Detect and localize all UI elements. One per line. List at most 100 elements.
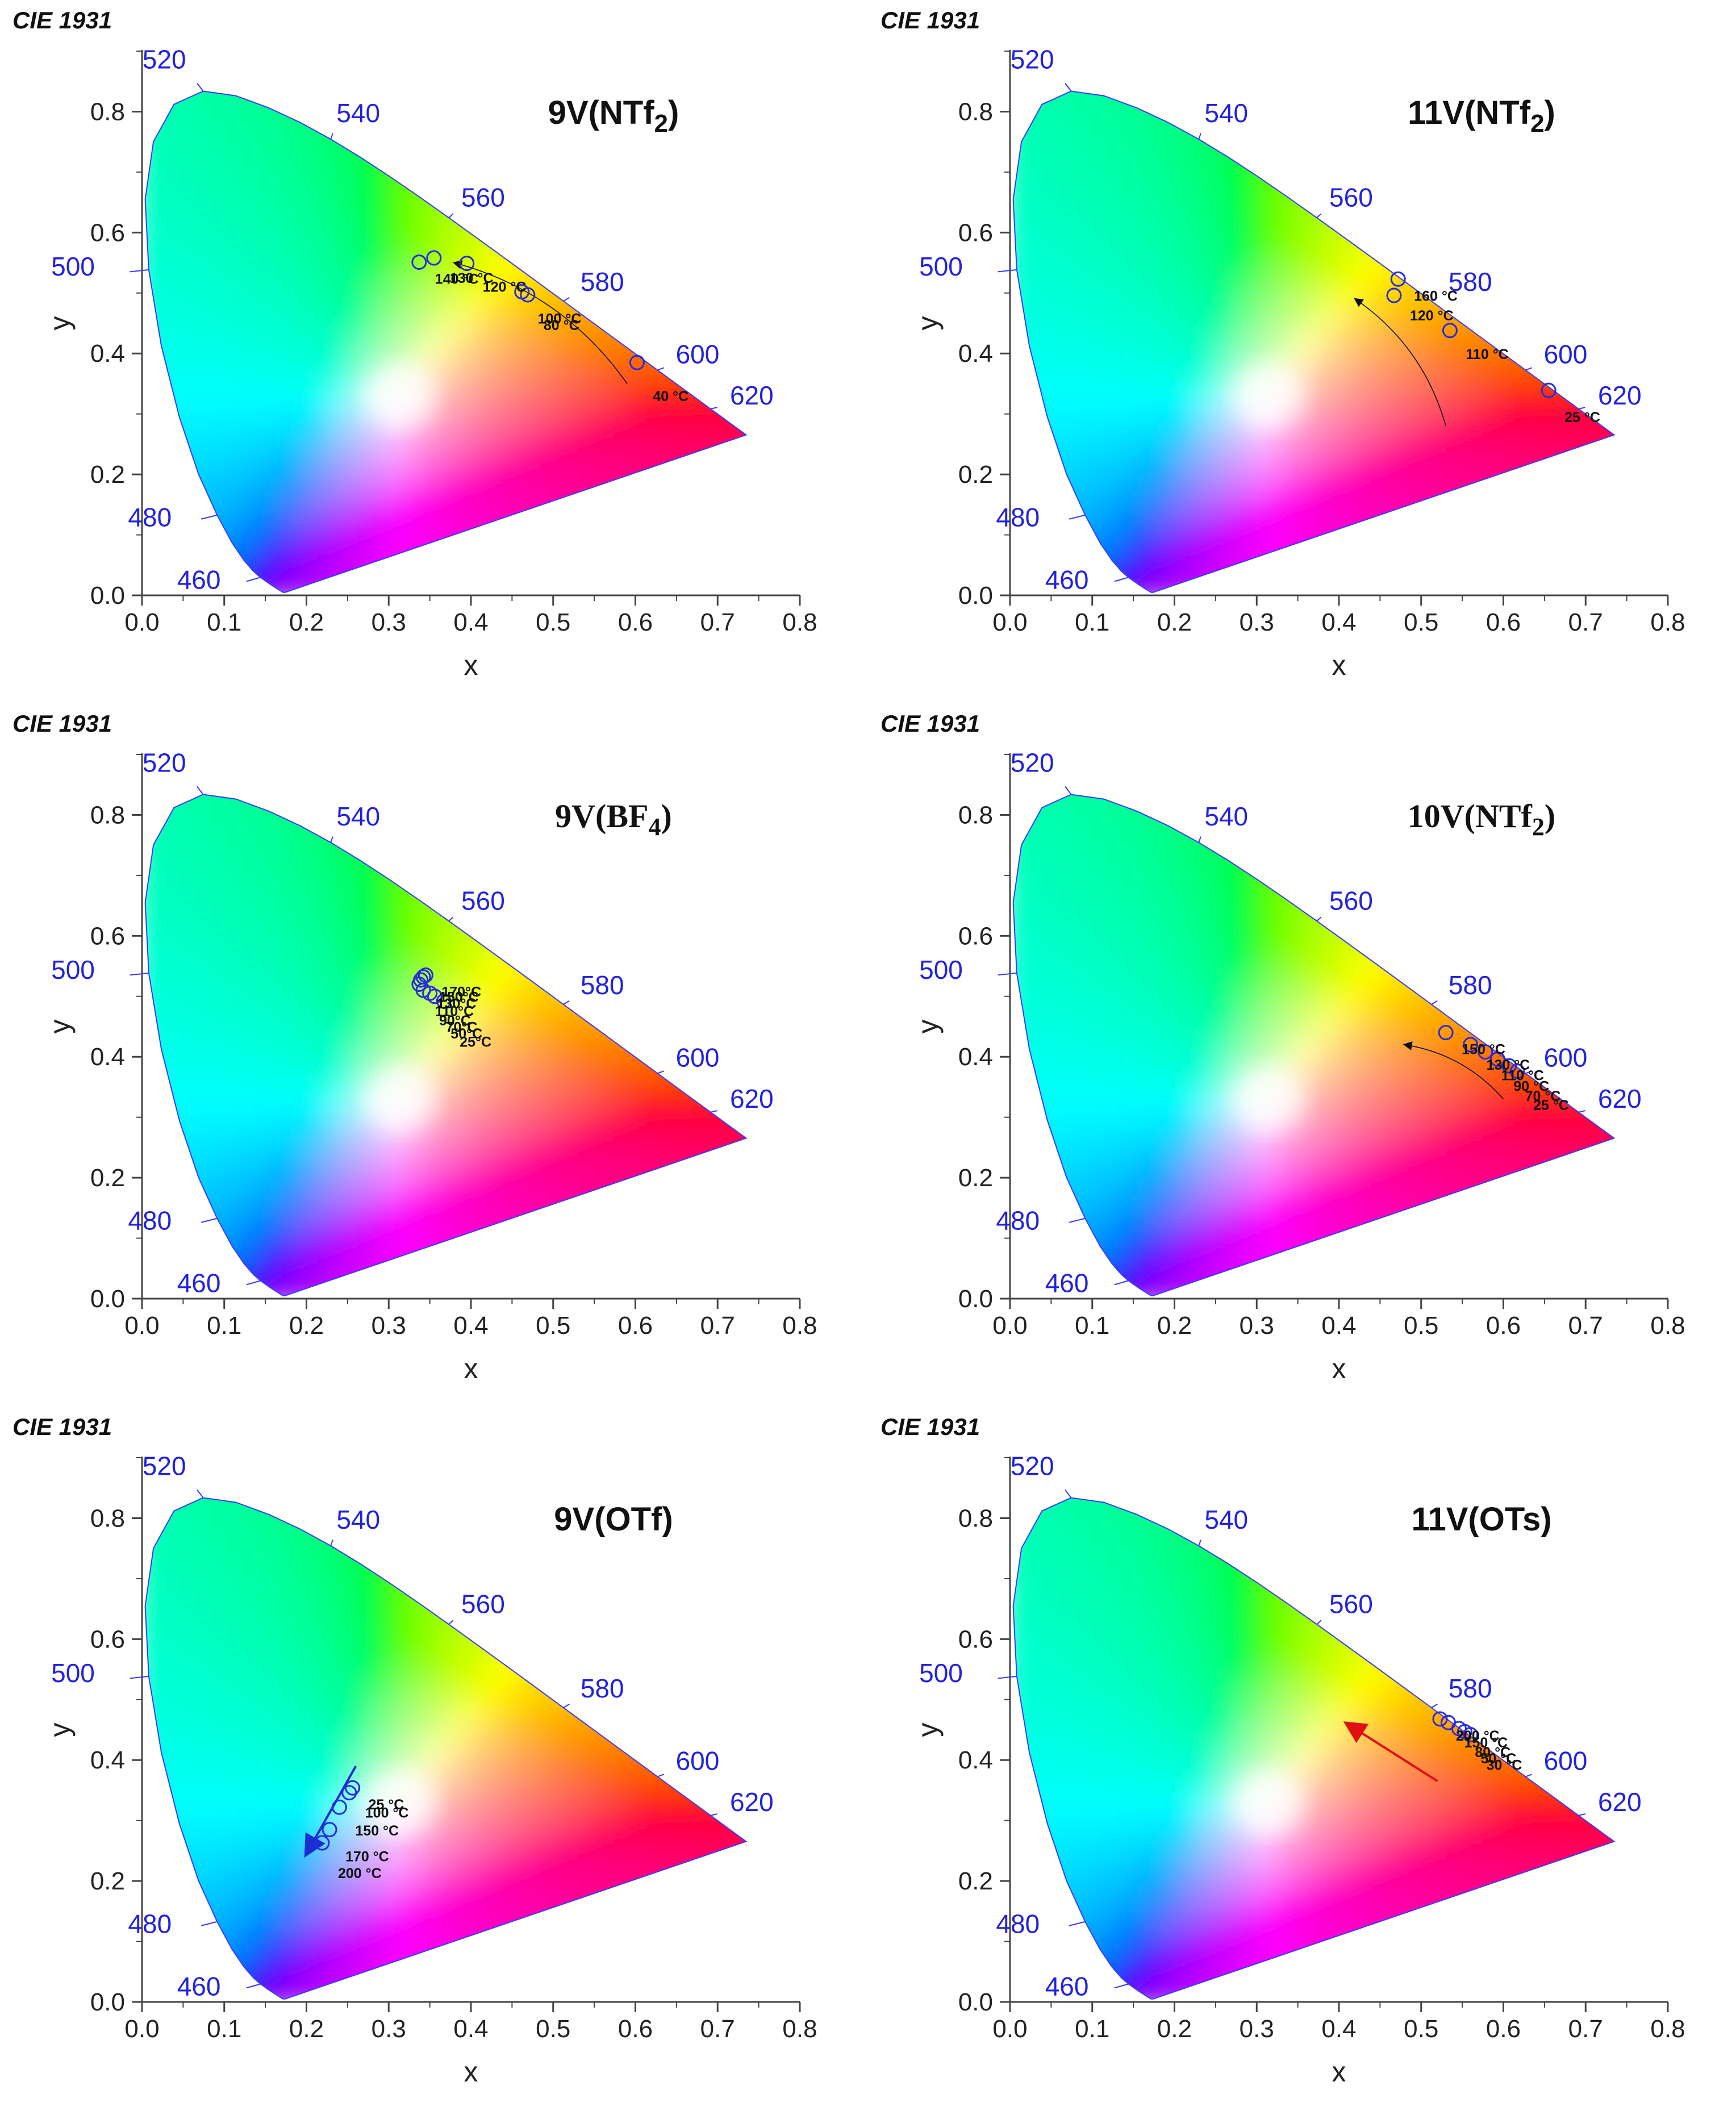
trend-arrow — [1403, 1041, 1504, 1100]
data-point — [459, 256, 475, 272]
y-tick-label: 0.2 — [90, 1164, 125, 1192]
x-tick-label: 0.7 — [700, 2015, 735, 2043]
cie-1931-tag: CIE 1931 — [880, 710, 980, 737]
x-tick-label: 0.2 — [289, 1312, 324, 1340]
x-tick-label: 0.1 — [1075, 1312, 1109, 1340]
data-point — [322, 1822, 337, 1838]
x-tick-label: 0.3 — [372, 1312, 406, 1340]
x-tick-label: 0.4 — [453, 608, 488, 636]
wavelength-tick — [710, 1813, 718, 1816]
wavelength-tick — [330, 836, 333, 843]
wavelength-tick — [201, 1921, 218, 1926]
data-point — [1509, 1063, 1525, 1079]
trend-arrow — [1354, 298, 1446, 427]
cie-1931-tag: CIE 1931 — [880, 7, 980, 34]
x-tick-label: 0.3 — [1240, 1312, 1274, 1340]
wavelength-label: 560 — [1329, 1589, 1373, 1618]
x-tick-label: 0.5 — [1404, 1312, 1438, 1340]
y-tick-label: 0.8 — [958, 1504, 993, 1532]
x-tick-label: 0.7 — [700, 1312, 735, 1340]
wavelength-tick — [1525, 367, 1533, 371]
data-point — [1501, 1058, 1517, 1074]
wavelength-label: 460 — [1045, 565, 1089, 594]
x-tick-label: 0.8 — [782, 608, 817, 636]
gamut-fill — [145, 1497, 746, 1999]
gamut-fill — [1013, 794, 1614, 1296]
y-tick-label: 0.2 — [958, 1867, 993, 1895]
x-tick-label: 0.2 — [289, 2015, 324, 2043]
x-tick-label: 0.6 — [1486, 608, 1521, 636]
cie-1931-tag: CIE 1931 — [12, 7, 112, 34]
wavelength-label: 460 — [1045, 1268, 1089, 1298]
data-point-label: 50 °C — [1480, 1751, 1516, 1767]
wavelength-label: 540 — [1204, 98, 1248, 128]
x-tick-label: 0.5 — [536, 608, 570, 636]
data-point — [1386, 287, 1402, 303]
x-tick-label: 0.3 — [1240, 608, 1274, 636]
gamut-fill — [1013, 91, 1614, 593]
wavelength-tick — [1065, 1489, 1072, 1499]
data-point — [331, 1799, 347, 1815]
data-point — [1489, 1051, 1505, 1067]
x-tick-label: 0.6 — [618, 2015, 653, 2043]
x-tick-label: 0.0 — [992, 608, 1027, 636]
wavelength-label: 560 — [1329, 182, 1373, 212]
data-point-label: 200 °C — [1456, 1728, 1500, 1744]
x-axis-label: x — [1332, 1353, 1346, 1384]
data-point — [341, 1785, 357, 1801]
data-point — [1432, 1711, 1448, 1727]
y-tick-label: 0.2 — [90, 461, 125, 489]
data-point-label: 110 °C — [1466, 347, 1508, 362]
wavelength-tick — [448, 213, 454, 218]
wavelength-tick — [246, 1983, 261, 1989]
data-point-label: 30 °C — [1487, 1758, 1522, 1774]
chart-svg-6: CIE 1931 0.0 0.1 0.2 0.3 0.4 0.5 0.6 0.7 0.8 0.0 0.… — [880, 1413, 1685, 2088]
data-point-label: 40 °C — [653, 389, 688, 404]
data-point — [1541, 382, 1556, 398]
x-tick-label: 0.4 — [1321, 1312, 1356, 1340]
x-tick-label: 0.1 — [1075, 608, 1109, 636]
wavelength-tick — [1069, 514, 1086, 520]
wavelength-tick — [1114, 1983, 1129, 1989]
wavelength-label: 520 — [1011, 748, 1054, 777]
y-axis-label: y — [912, 1020, 944, 1034]
wavelength-label: 480 — [128, 503, 172, 532]
data-point-label: 160 °C — [1414, 288, 1458, 304]
x-tick-label: 0.7 — [1568, 2015, 1603, 2043]
data-point-label: 150 °C — [1464, 1735, 1508, 1751]
wavelength-label: 580 — [581, 267, 624, 297]
x-tick-label: 0.5 — [536, 2015, 570, 2043]
wavelength-label: 560 — [1329, 886, 1373, 915]
data-point-label: 50°C — [450, 1026, 482, 1042]
data-point-label: 80 °C — [1475, 1745, 1510, 1760]
wavelength-tick — [563, 1000, 570, 1005]
x-tick-label: 0.3 — [1240, 2015, 1274, 2043]
data-point-label: 100 °C — [365, 1805, 409, 1821]
data-point-label: 25 °C — [1533, 1098, 1569, 1113]
y-tick-label: 0.8 — [90, 801, 125, 829]
wavelength-tick — [201, 514, 218, 520]
data-point-label: 25°C — [460, 1034, 491, 1050]
wavelength-label: 520 — [1011, 1451, 1054, 1480]
wavelength-tick — [1431, 1703, 1438, 1708]
trend-arrow — [1343, 1721, 1438, 1783]
y-tick-label: 0.4 — [958, 1746, 993, 1774]
wavelength-label: 580 — [1449, 267, 1492, 297]
data-point-label: 110 °C — [1501, 1068, 1544, 1084]
gamut-fill — [145, 91, 746, 593]
wavelength-label: 480 — [996, 503, 1040, 532]
x-axis-label: x — [1332, 649, 1346, 681]
x-tick-label: 0.8 — [782, 2015, 817, 2043]
wavelength-label: 460 — [177, 565, 221, 594]
wavelength-tick — [710, 407, 718, 410]
wavelength-label: 620 — [1598, 381, 1642, 410]
chart-title: 9V(NTf2) — [548, 94, 679, 137]
trend-arrow — [452, 260, 628, 384]
wavelength-tick — [1316, 916, 1322, 921]
data-point-label: 110°C — [435, 1003, 474, 1019]
y-axis-label: y — [44, 1020, 76, 1034]
data-point — [1463, 1727, 1479, 1743]
x-tick-label: 0.3 — [372, 608, 406, 636]
data-point-label: 130 °C — [1487, 1057, 1530, 1073]
data-point-label: 130°C — [437, 996, 477, 1012]
